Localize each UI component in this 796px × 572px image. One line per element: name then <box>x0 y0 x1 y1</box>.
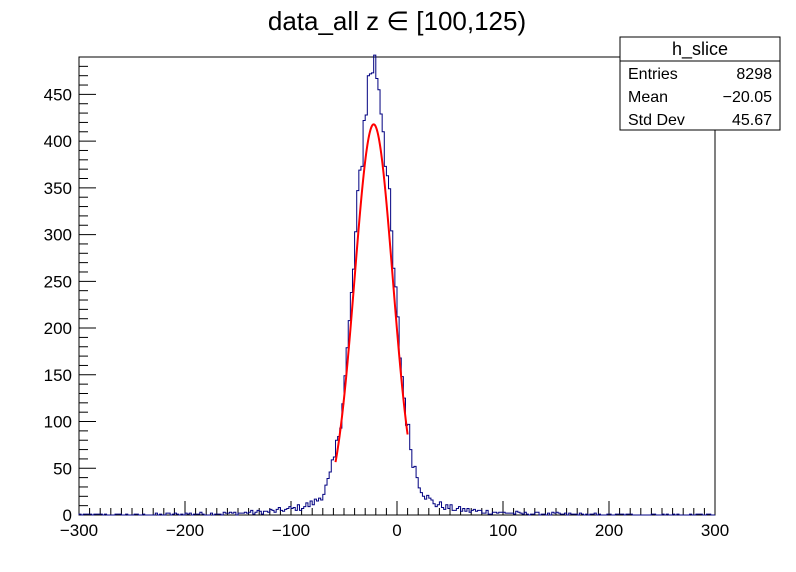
stats-box-frame <box>619 36 781 131</box>
stats-box: h_slice Entries 8298 Mean −20.05 Std Dev… <box>619 36 781 131</box>
x-tick-label: −100 <box>272 521 310 540</box>
x-tick-label: 0 <box>392 521 401 540</box>
x-tick-label: −300 <box>60 521 98 540</box>
y-tick-label: 250 <box>44 272 72 291</box>
y-tick-label: 350 <box>44 179 72 198</box>
x-tick-label: 300 <box>701 521 729 540</box>
chart-title: data_all z ∈ [100,125) <box>268 6 526 36</box>
stats-mean-value: −20.05 <box>723 89 772 106</box>
x-tick-label: −200 <box>166 521 204 540</box>
y-tick-label: 450 <box>44 85 72 104</box>
y-tick-label: 0 <box>63 506 72 525</box>
y-tick-label: 200 <box>44 319 72 338</box>
stats-box-name: h_slice <box>672 39 728 60</box>
x-tick-label: 100 <box>489 521 517 540</box>
y-tick-label: 400 <box>44 132 72 151</box>
y-axis: 0 50 100 150 200 250 300 350 400 450 <box>44 65 96 525</box>
stats-stddev-label: Std Dev <box>628 112 685 129</box>
y-tick-label: 150 <box>44 366 72 385</box>
stats-entries-label: Entries <box>628 66 678 83</box>
y-tick-label: 100 <box>44 413 72 432</box>
histogram-series <box>78 54 715 516</box>
x-tick-label: 200 <box>595 521 623 540</box>
stats-stddev-value: 45.67 <box>732 112 772 129</box>
y-tick-label: 300 <box>44 226 72 245</box>
y-tick-label: 50 <box>53 459 72 478</box>
stats-entries-value: 8298 <box>736 66 772 83</box>
fit-curve <box>334 123 409 463</box>
stats-mean-label: Mean <box>628 89 668 106</box>
x-axis: −300 −200 −100 0 100 200 300 <box>60 501 729 540</box>
